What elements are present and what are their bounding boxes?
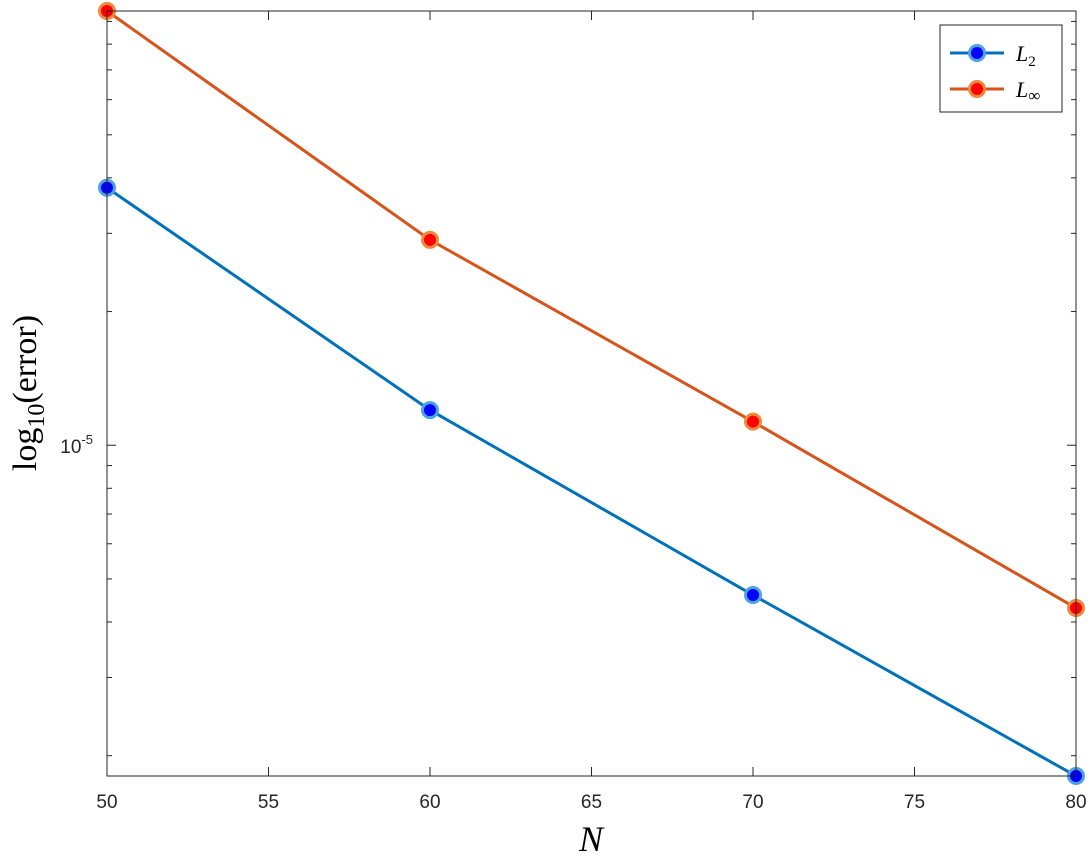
x-tick-label-80: 80 xyxy=(1065,792,1086,813)
legend-label-linf: L∞ xyxy=(1015,77,1040,105)
y-axis-title-log: log xyxy=(7,428,44,471)
legend-label-l2: L2 xyxy=(1015,41,1036,70)
x-axis-title: N xyxy=(578,819,605,856)
legend-marker-linf xyxy=(968,80,986,98)
y-axis-title: log10(error) xyxy=(7,315,50,471)
x-tick-label-50: 50 xyxy=(96,792,117,813)
x-tick-label-65: 65 xyxy=(581,792,602,813)
plot-frame xyxy=(106,10,1077,777)
y-axis-title-rest: (error) xyxy=(7,315,44,404)
series-1-point-70 xyxy=(744,412,762,431)
legend-box xyxy=(939,24,1063,113)
x-tick-label-70: 70 xyxy=(742,792,763,813)
legend-label-linf-sub: ∞ xyxy=(1028,86,1040,105)
x-tick-label-60: 60 xyxy=(419,792,440,813)
x-tick-label-75: 75 xyxy=(904,792,925,813)
y-axis-title-sub: 10 xyxy=(24,404,50,428)
series-1-point-60 xyxy=(421,230,439,249)
plot-area xyxy=(107,11,1076,776)
legend-marker-l2 xyxy=(968,44,986,62)
legend: L2 L∞ xyxy=(939,24,1063,113)
legend-label-linf-base: L xyxy=(1015,77,1028,102)
series-0-point-60 xyxy=(421,401,439,420)
series-line-0 xyxy=(106,186,1077,778)
legend-label-l2-base: L xyxy=(1015,41,1028,66)
series-0-point-70 xyxy=(744,586,762,605)
y-tick-label: 10-5 xyxy=(60,432,93,458)
series-layer xyxy=(98,2,1085,785)
x-tick-label-55: 55 xyxy=(258,792,279,813)
series-line-1 xyxy=(106,9,1077,610)
tick-labels: 50 55 60 65 70 75 80 10-5 xyxy=(60,432,1086,813)
legend-label-l2-sub: 2 xyxy=(1028,54,1036,70)
